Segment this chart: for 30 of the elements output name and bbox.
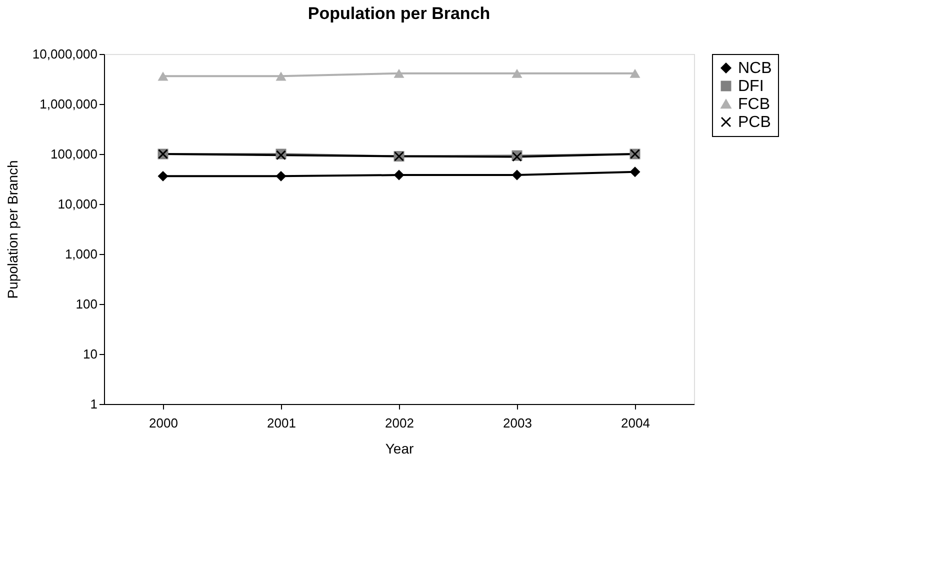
legend-label: NCB <box>738 60 772 77</box>
x-axis-title: Year <box>385 440 414 456</box>
point <box>394 68 404 78</box>
y-tick-label: 1,000 <box>64 246 98 262</box>
legend-label: FCB <box>738 96 770 113</box>
point <box>394 170 404 180</box>
x-tick-label: 2000 <box>149 416 178 430</box>
y-axis-title: Pupolation per Branch <box>4 160 20 299</box>
y-tick-label: 100,000 <box>50 146 98 162</box>
y-tick-label: 1,000,000 <box>40 96 98 112</box>
point <box>276 72 286 81</box>
legend-label: DFI <box>738 78 764 95</box>
y-tick-label: 10,000 <box>58 196 98 212</box>
legend-label: PCB <box>738 114 771 131</box>
chart-title: Population per Branch <box>308 4 490 23</box>
y-tick-label: 10,000,000 <box>32 46 98 62</box>
point <box>276 170 286 182</box>
point <box>158 170 168 182</box>
point <box>512 170 522 180</box>
point <box>512 68 522 78</box>
x-tick-label: 2002 <box>385 416 414 430</box>
x-tick-label: 2003 <box>503 416 532 430</box>
point <box>158 72 168 81</box>
point <box>630 68 640 78</box>
y-tick-label: 1 <box>90 396 98 412</box>
point <box>630 166 640 178</box>
x-tick-label: 2004 <box>621 416 650 430</box>
x-tick-label: 2001 <box>267 416 296 430</box>
y-tick-label: 100 <box>76 296 98 312</box>
y-tick-label: 10 <box>83 346 98 362</box>
